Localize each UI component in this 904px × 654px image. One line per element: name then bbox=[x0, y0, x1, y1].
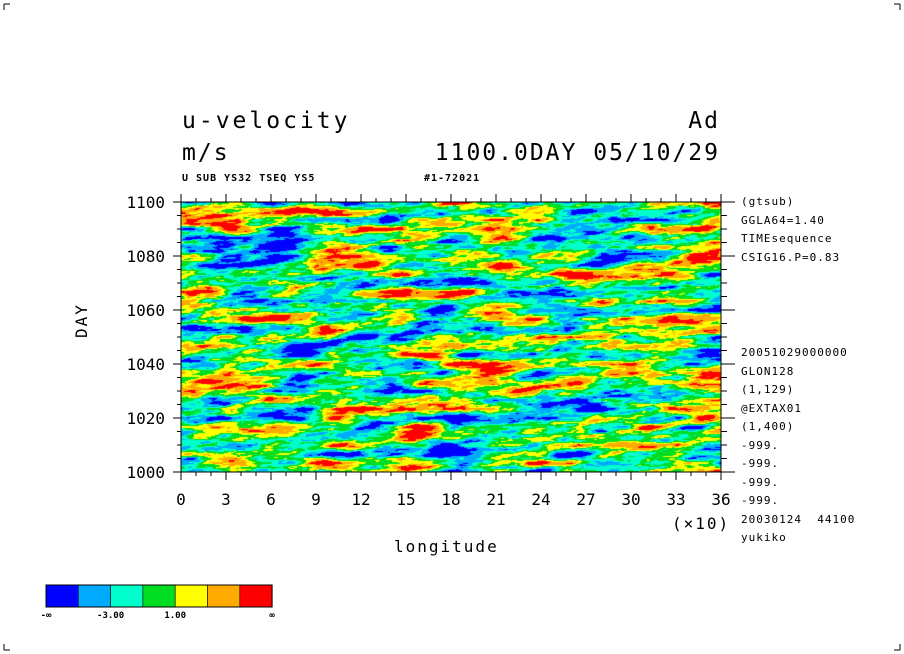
colorbar-swatch bbox=[239, 584, 273, 608]
side-info-bottom-line: 20051029000000 bbox=[741, 346, 848, 359]
colorbar: -∞ -3.00 1.00 ∞ bbox=[41, 584, 275, 621]
subtitle-left: U SUB YS32 TSEQ YS5 bbox=[182, 173, 316, 184]
x-tick-label: 21 bbox=[486, 490, 505, 509]
colorbar-label: -∞ bbox=[41, 611, 52, 621]
colorbar-label: 1.00 bbox=[164, 611, 186, 621]
x-tick-label: 6 bbox=[266, 490, 276, 509]
colorbar-label: ∞ bbox=[269, 611, 275, 621]
side-info-bottom-line: 20030124 44100 bbox=[741, 512, 856, 526]
x-tick-label: 12 bbox=[351, 490, 370, 509]
time-label: 1100.0DAY 05/10/29 bbox=[434, 140, 720, 166]
right-tag: Ad bbox=[688, 108, 720, 134]
y-tick-label: 1040 bbox=[126, 355, 165, 374]
side-info-top-line: GGLA64=1.40 bbox=[741, 213, 825, 227]
x-axis-label: longitude bbox=[394, 537, 499, 556]
heatmap-image bbox=[181, 202, 721, 472]
x-tick-label: 30 bbox=[621, 490, 640, 509]
y-tick-label: 1020 bbox=[126, 409, 165, 428]
side-info-top-line: CSIG16.P=0.83 bbox=[741, 250, 841, 264]
side-info-top: (gtsub) GGLA64=1.40 TIMEsequence CSIG16.P=0… bbox=[741, 193, 840, 267]
subtitle-right: #1-72021 bbox=[424, 173, 481, 184]
x-tick-label: 33 bbox=[666, 490, 685, 509]
colorbar-label: -3.00 bbox=[97, 611, 124, 621]
colorbar-swatch bbox=[207, 584, 241, 608]
colorbar-swatch bbox=[174, 584, 208, 608]
heatmap-field bbox=[181, 202, 721, 472]
y-tick-label: 1000 bbox=[126, 463, 165, 482]
colorbar-frame bbox=[45, 584, 273, 608]
units-label: m/s bbox=[182, 140, 230, 166]
side-info-bottom-line: -999. bbox=[741, 457, 780, 470]
side-info-bottom-line: GLON128 bbox=[741, 364, 795, 378]
colorbar-swatch bbox=[142, 584, 176, 608]
colorbar-swatch bbox=[45, 584, 79, 608]
chart-title: u-velocity bbox=[182, 108, 351, 134]
x-tick-label: 24 bbox=[531, 490, 550, 509]
x-tick-label: 36 bbox=[711, 490, 730, 509]
y-tick-label: 1100 bbox=[126, 193, 165, 212]
x-tick-label: 27 bbox=[576, 490, 595, 509]
side-info-bottom-line: @EXTAX01 bbox=[741, 401, 802, 415]
side-info-top-line: (gtsub) bbox=[741, 195, 795, 208]
side-info-bottom-line: yukiko bbox=[741, 531, 787, 544]
side-info-bottom-line: (1,400) bbox=[741, 420, 795, 433]
colorbar-swatch bbox=[78, 584, 111, 608]
x-tick-label: 9 bbox=[311, 490, 321, 509]
x-tick-label: 15 bbox=[396, 490, 415, 509]
side-info-bottom-line: -999. bbox=[741, 475, 780, 489]
y-tick-label: 1060 bbox=[126, 301, 165, 320]
x-tick-label: 0 bbox=[176, 490, 186, 509]
y-axis-label: DAY bbox=[72, 303, 91, 338]
side-info-bottom-line: (1,129) bbox=[741, 383, 795, 396]
axes: 0 3 6 9 12 15 18 21 24 27 30 33 36100010201040106010… bbox=[126, 193, 735, 509]
x-tick-label: 18 bbox=[441, 490, 460, 509]
x-multiplier-label: (×10) bbox=[672, 514, 731, 533]
side-info-bottom-line: -999. bbox=[741, 494, 780, 507]
y-tick-label: 1080 bbox=[126, 247, 165, 266]
colorbar-swatch bbox=[110, 584, 144, 608]
x-tick-label: 3 bbox=[221, 490, 231, 509]
side-info-top-line: TIMEsequence bbox=[741, 232, 833, 245]
side-info-bottom: 20051029000000 GLON128 (1,129) @EXTAX01 (1,4… bbox=[741, 344, 855, 548]
corner-marks bbox=[3, 3, 901, 651]
side-info-bottom-line: -999. bbox=[741, 438, 780, 452]
